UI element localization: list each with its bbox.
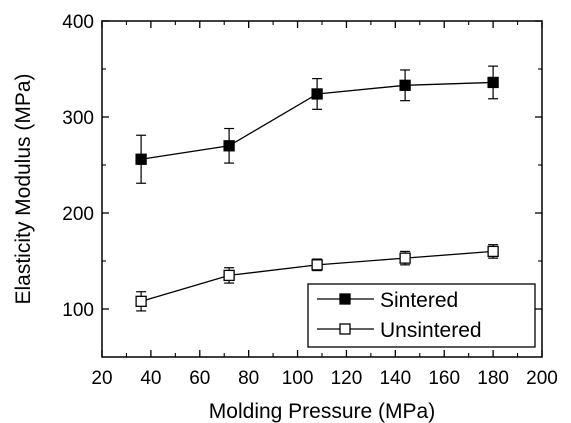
data-point: [487, 76, 499, 89]
x-tick-label: 200: [526, 368, 558, 389]
series-layer: [135, 65, 499, 312]
y-axis-title: Elasticity Modulus (MPa): [12, 73, 35, 304]
x-tick-label: 40: [140, 368, 161, 389]
data-point: [135, 153, 147, 165]
axis-ticks: [101, 20, 543, 357]
data-point: [223, 140, 235, 152]
y-tick-label: 100: [62, 300, 94, 321]
data-point: [487, 245, 499, 258]
data-point: [311, 259, 323, 271]
legend-marker: [339, 323, 351, 335]
series-unsintered: [135, 244, 499, 312]
legend-entry-sintered: Sintered: [317, 289, 458, 312]
data-point: [311, 88, 323, 100]
tick-labels: 20 40 60 80 100 120 140 160 180 200 100 200 300 400: [62, 12, 558, 389]
y-tick-label: 400: [62, 12, 94, 33]
legend-marker: [339, 293, 351, 305]
x-tick-label: 180: [477, 368, 509, 389]
x-tick-label: 80: [238, 368, 259, 389]
legend-label: Unsintered: [380, 319, 482, 342]
legend: Sintered Unsintered: [307, 283, 536, 348]
y-tick-label: 300: [62, 108, 94, 129]
x-tick-label: 100: [282, 368, 314, 389]
data-point: [399, 252, 411, 264]
x-axis-title: Molding Pressure (MPa): [209, 400, 435, 423]
data-point: [223, 269, 235, 282]
data-point: [399, 79, 411, 91]
data-point: [135, 295, 147, 307]
legend-label: Sintered: [380, 289, 458, 312]
x-tick-label: 140: [379, 368, 411, 389]
legend-entries: Sintered Unsintered: [317, 289, 482, 342]
series-sintered: [135, 65, 499, 184]
x-tick-label: 160: [428, 368, 460, 389]
x-tick-label: 120: [331, 368, 363, 389]
y-tick-label: 200: [62, 204, 94, 225]
x-tick-label: 60: [189, 368, 210, 389]
legend-entry-unsintered: Unsintered: [317, 319, 482, 342]
x-tick-label: 20: [91, 368, 112, 389]
